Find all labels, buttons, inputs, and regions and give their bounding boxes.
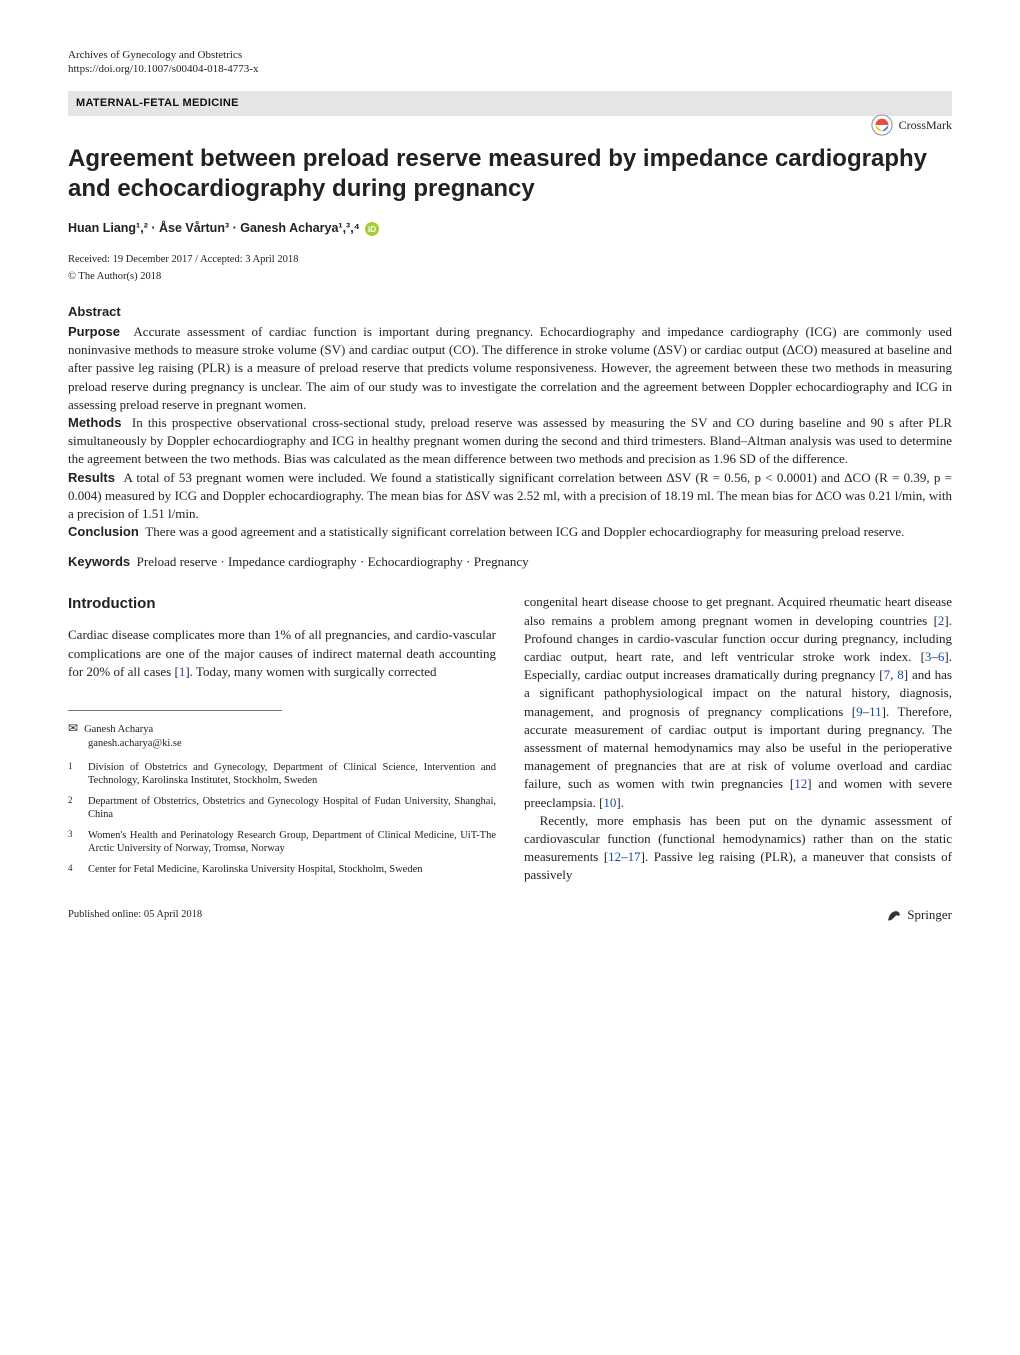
springer-icon xyxy=(885,907,903,925)
journal-name: Archives of Gynecology and Obstetrics xyxy=(68,48,952,62)
affiliation-row: 4Center for Fetal Medicine, Karolinska U… xyxy=(68,863,496,876)
affiliation-text: Women's Health and Perinatology Research… xyxy=(88,829,496,855)
results-label: Results xyxy=(68,470,115,485)
methods-text: In this prospective observational cross-… xyxy=(68,415,952,466)
affiliation-text: Department of Obstetrics, Obstetrics and… xyxy=(88,795,496,821)
corr-name: Ganesh Acharya xyxy=(84,724,153,735)
conclusion-label: Conclusion xyxy=(68,524,139,539)
affiliation-row: 3Women's Health and Perinatology Researc… xyxy=(68,829,496,855)
crossmark-icon xyxy=(871,114,893,136)
methods-label: Methods xyxy=(68,415,121,430)
results-text: A total of 53 pregnant women were includ… xyxy=(68,470,952,521)
article-title: Agreement between preload reserve measur… xyxy=(68,144,952,204)
mail-icon: ✉ xyxy=(68,721,78,735)
corr-email[interactable]: ganesh.acharya@ki.se xyxy=(68,737,496,751)
affiliation-row: 2Department of Obstetrics, Obstetrics an… xyxy=(68,795,496,821)
intro-para-left: Cardiac disease complicates more than 1%… xyxy=(68,626,496,681)
abstract-heading: Abstract xyxy=(68,303,952,321)
affiliation-text: Division of Obstetrics and Gynecology, D… xyxy=(88,761,496,787)
svg-text:iD: iD xyxy=(368,225,376,234)
affiliation-row: 1Division of Obstetrics and Gynecology, … xyxy=(68,761,496,787)
conclusion-text: There was a good agreement and a statist… xyxy=(145,524,904,539)
ref-link-17[interactable]: 17 xyxy=(628,849,641,864)
copyright-line: © The Author(s) 2018 xyxy=(68,270,952,285)
orcid-icon[interactable]: iD xyxy=(365,222,379,236)
purpose-text: Accurate assessment of cardiac function … xyxy=(68,324,952,412)
article-dates: Received: 19 December 2017 / Accepted: 3… xyxy=(68,253,952,268)
intro-para-right-2: Recently, more emphasis has been put on … xyxy=(524,812,952,885)
affiliation-text: Center for Fetal Medicine, Karolinska Un… xyxy=(88,863,422,876)
crossmark-badge[interactable]: CrossMark xyxy=(871,114,952,136)
published-online: Published online: 05 April 2018 xyxy=(68,908,202,923)
ref-link-11[interactable]: 11 xyxy=(869,704,882,719)
keywords-label: Keywords xyxy=(68,554,130,569)
purpose-label: Purpose xyxy=(68,324,120,339)
ref-link-12b[interactable]: 12 xyxy=(608,849,621,864)
keywords-line: Keywords Preload reserve · Impedance car… xyxy=(68,553,952,571)
introduction-heading: Introduction xyxy=(68,593,496,614)
authors-line: Huan Liang¹,² · Åse Vårtun³ · Ganesh Ach… xyxy=(68,220,360,238)
separator-rule xyxy=(68,710,282,711)
section-label: MATERNAL-FETAL MEDICINE xyxy=(68,91,952,116)
publisher-badge: Springer xyxy=(885,906,952,924)
ref-link-12[interactable]: 12 xyxy=(794,776,807,791)
keywords-text: Preload reserve · Impedance cardiography… xyxy=(137,554,529,569)
abstract-block: Purpose Accurate assessment of cardiac f… xyxy=(68,323,952,541)
intro-para-right-1: congenital heart disease choose to get p… xyxy=(524,593,952,811)
correspondence-block: ✉ Ganesh Acharya ganesh.acharya@ki.se xyxy=(68,721,496,750)
crossmark-label: CrossMark xyxy=(899,117,952,134)
ref-link-10[interactable]: 10 xyxy=(603,795,616,810)
affiliations-list: 1Division of Obstetrics and Gynecology, … xyxy=(68,761,496,885)
publisher-name: Springer xyxy=(907,906,952,924)
doi-link[interactable]: https://doi.org/10.1007/s00404-018-4773-… xyxy=(68,62,952,76)
